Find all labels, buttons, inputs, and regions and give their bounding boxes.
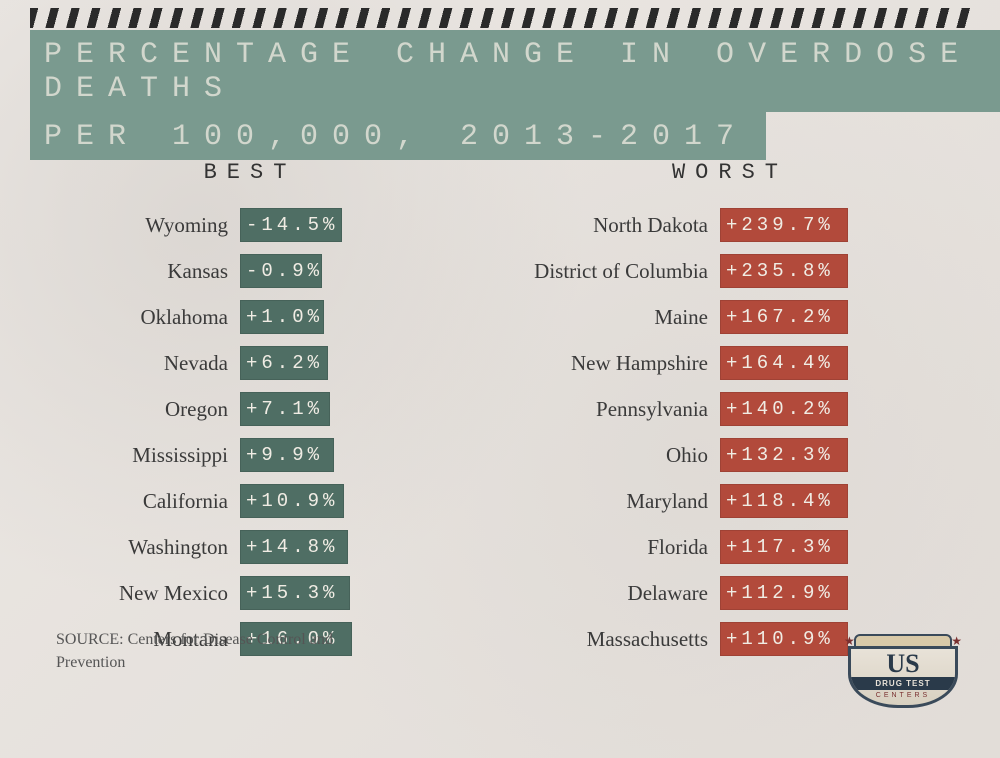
logo-us-text: US: [851, 649, 955, 677]
diagonal-hatch-border: [30, 8, 970, 28]
data-row: Maine+167.2%: [520, 299, 940, 335]
state-label: Maryland: [520, 489, 720, 514]
columns-container: BEST Wyoming-14.5%Kansas-0.9%Oklahoma+1.…: [40, 160, 940, 667]
state-label: Oregon: [40, 397, 240, 422]
data-row: North Dakota+239.7%: [520, 207, 940, 243]
data-row: Nevada+6.2%: [40, 345, 460, 381]
value-box: +118.4%: [720, 484, 848, 518]
data-row: Washington+14.8%: [40, 529, 460, 565]
value-box: +1.0%: [240, 300, 324, 334]
state-label: North Dakota: [520, 213, 720, 238]
state-label: Maine: [520, 305, 720, 330]
data-row: Maryland+118.4%: [520, 483, 940, 519]
data-row: New Mexico+15.3%: [40, 575, 460, 611]
state-label: Kansas: [40, 259, 240, 284]
state-label: Ohio: [520, 443, 720, 468]
data-row: Oklahoma+1.0%: [40, 299, 460, 335]
worst-rows: North Dakota+239.7%District of Columbia+…: [520, 207, 940, 657]
state-label: Pennsylvania: [520, 397, 720, 422]
value-box: -14.5%: [240, 208, 342, 242]
worst-header: WORST: [520, 160, 940, 185]
state-label: Delaware: [520, 581, 720, 606]
value-box: +164.4%: [720, 346, 848, 380]
value-box: +112.9%: [720, 576, 848, 610]
data-row: Oregon+7.1%: [40, 391, 460, 427]
state-label: District of Columbia: [520, 259, 720, 284]
best-header: BEST: [40, 160, 460, 185]
data-row: Ohio+132.3%: [520, 437, 940, 473]
value-box: +140.2%: [720, 392, 848, 426]
state-label: California: [40, 489, 240, 514]
title-text-2: PER 100,000, 2013-2017: [44, 120, 748, 154]
state-label: New Mexico: [40, 581, 240, 606]
value-box: +167.2%: [720, 300, 848, 334]
data-row: California+10.9%: [40, 483, 460, 519]
value-box: +6.2%: [240, 346, 328, 380]
data-row: Pennsylvania+140.2%: [520, 391, 940, 427]
title-line-2: PER 100,000, 2013-2017: [30, 112, 766, 160]
data-row: Delaware+112.9%: [520, 575, 940, 611]
title-line-1: PERCENTAGE CHANGE IN OVERDOSE DEATHS: [30, 30, 1000, 112]
title-block: PERCENTAGE CHANGE IN OVERDOSE DEATHS PER…: [30, 30, 1000, 160]
state-label: Florida: [520, 535, 720, 560]
data-row: Florida+117.3%: [520, 529, 940, 565]
data-row: Wyoming-14.5%: [40, 207, 460, 243]
source-text: SOURCE: Centers for Disease Control and …: [56, 629, 356, 674]
data-row: District of Columbia+235.8%: [520, 253, 940, 289]
value-box: +117.3%: [720, 530, 848, 564]
data-row: New Hampshire+164.4%: [520, 345, 940, 381]
us-drug-test-logo: ★ ★ US DRUG TEST CENTERS: [848, 634, 958, 718]
value-box: +15.3%: [240, 576, 350, 610]
state-label: Washington: [40, 535, 240, 560]
best-column: BEST Wyoming-14.5%Kansas-0.9%Oklahoma+1.…: [40, 160, 460, 667]
state-label: Nevada: [40, 351, 240, 376]
state-label: Mississippi: [40, 443, 240, 468]
value-box: +239.7%: [720, 208, 848, 242]
logo-centers-text: CENTERS: [851, 690, 955, 699]
state-label: Wyoming: [40, 213, 240, 238]
data-row: Kansas-0.9%: [40, 253, 460, 289]
state-label: New Hampshire: [520, 351, 720, 376]
value-box: +235.8%: [720, 254, 848, 288]
value-box: +9.9%: [240, 438, 334, 472]
state-label: Massachusetts: [520, 627, 720, 652]
value-box: +14.8%: [240, 530, 348, 564]
value-box: +132.3%: [720, 438, 848, 472]
value-box: +7.1%: [240, 392, 330, 426]
best-rows: Wyoming-14.5%Kansas-0.9%Oklahoma+1.0%Nev…: [40, 207, 460, 657]
state-label: Oklahoma: [40, 305, 240, 330]
worst-column: WORST North Dakota+239.7%District of Col…: [520, 160, 940, 667]
value-box: -0.9%: [240, 254, 322, 288]
value-box: +10.9%: [240, 484, 344, 518]
title-text-1: PERCENTAGE CHANGE IN OVERDOSE DEATHS: [44, 38, 972, 106]
value-box: +110.9%: [720, 622, 848, 656]
logo-band-text: DRUG TEST: [851, 677, 955, 690]
data-row: Mississippi+9.9%: [40, 437, 460, 473]
